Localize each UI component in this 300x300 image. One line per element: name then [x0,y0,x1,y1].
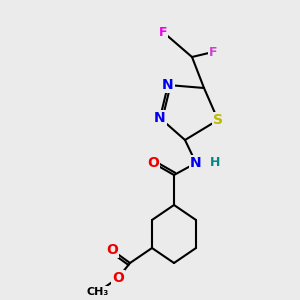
Text: O: O [106,243,118,257]
Text: N: N [154,111,166,125]
Text: F: F [159,26,167,38]
Text: N: N [162,78,174,92]
Text: O: O [112,271,124,285]
Text: N: N [190,156,202,170]
Text: CH₃: CH₃ [87,287,109,297]
Text: S: S [213,113,223,127]
Text: F: F [209,46,217,59]
Text: H: H [210,157,220,169]
Text: O: O [147,156,159,170]
